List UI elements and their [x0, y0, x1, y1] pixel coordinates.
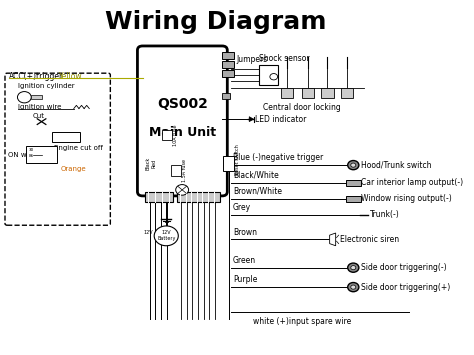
- Text: Cut: Cut: [33, 113, 45, 119]
- Text: Trunk(-): Trunk(-): [370, 210, 400, 219]
- Bar: [27, 146, 56, 163]
- Circle shape: [348, 283, 359, 292]
- Bar: [31, 95, 42, 99]
- Text: Grey: Grey: [233, 203, 251, 212]
- Circle shape: [176, 185, 189, 195]
- Bar: [222, 52, 234, 59]
- Text: ON wire: ON wire: [9, 152, 36, 158]
- Text: Shock sensor: Shock sensor: [259, 54, 310, 62]
- FancyBboxPatch shape: [137, 46, 228, 196]
- Text: Side door triggering(-): Side door triggering(-): [361, 263, 447, 272]
- Text: Yellow: Yellow: [59, 71, 82, 81]
- Bar: [52, 132, 80, 142]
- Circle shape: [351, 285, 356, 289]
- Circle shape: [18, 92, 31, 103]
- Text: Engine cut off: Engine cut off: [55, 144, 103, 151]
- Bar: [223, 155, 234, 171]
- Text: HV Coil: HV Coil: [54, 134, 79, 140]
- Text: QS002: QS002: [157, 97, 208, 111]
- Bar: [162, 130, 172, 140]
- Text: 30: 30: [28, 148, 34, 152]
- Text: Orange: Orange: [61, 166, 87, 172]
- Bar: [321, 88, 334, 98]
- Bar: [222, 70, 234, 77]
- Circle shape: [351, 163, 356, 167]
- Text: Green: Green: [233, 256, 256, 265]
- Text: Window rising output(-): Window rising output(-): [361, 194, 452, 203]
- Text: Ignition cylinder: Ignition cylinder: [18, 83, 74, 89]
- Text: Black: Black: [146, 157, 151, 170]
- Bar: [222, 61, 234, 68]
- Text: Red: Red: [151, 159, 156, 168]
- Text: Side door triggering(+): Side door triggering(+): [361, 283, 450, 291]
- Bar: [171, 165, 181, 176]
- Text: Jumpers: Jumpers: [236, 55, 267, 64]
- Bar: [222, 93, 230, 99]
- Text: Main Unit: Main Unit: [149, 126, 216, 139]
- Text: 12V: 12V: [144, 230, 154, 235]
- Polygon shape: [249, 117, 254, 122]
- Text: Brown: Brown: [233, 228, 257, 236]
- Bar: [302, 88, 314, 98]
- Text: Blue (-)negative trigger: Blue (-)negative trigger: [233, 153, 323, 162]
- Bar: [259, 65, 278, 85]
- Text: Wiring Diagram: Wiring Diagram: [105, 10, 327, 33]
- Text: Electronic siren: Electronic siren: [339, 235, 399, 244]
- Bar: [281, 88, 292, 98]
- FancyBboxPatch shape: [5, 73, 110, 225]
- Bar: [145, 192, 173, 202]
- Bar: [346, 196, 361, 202]
- Text: ACC(+)trigger: ACC(+)trigger: [9, 71, 64, 81]
- Text: Brown/White: Brown/White: [233, 187, 282, 196]
- Circle shape: [154, 226, 178, 246]
- Text: Reset switch: Reset switch: [236, 144, 240, 175]
- Text: Black/White: Black/White: [233, 171, 279, 180]
- Circle shape: [348, 263, 359, 272]
- Circle shape: [351, 266, 356, 270]
- Bar: [346, 180, 361, 186]
- Circle shape: [348, 160, 359, 170]
- Circle shape: [270, 73, 278, 80]
- Polygon shape: [329, 233, 336, 246]
- Text: Ignition wire: Ignition wire: [18, 104, 61, 110]
- Text: white (+)input spare wire: white (+)input spare wire: [253, 317, 351, 326]
- Text: 10A fuse: 10A fuse: [173, 124, 178, 146]
- Text: 86: 86: [28, 154, 34, 158]
- Text: Purple: Purple: [233, 275, 257, 284]
- Text: 1.5A fuse: 1.5A fuse: [182, 159, 187, 182]
- Bar: [177, 192, 220, 202]
- Text: 12V
Battery: 12V Battery: [157, 230, 175, 241]
- Text: LED indicator: LED indicator: [255, 115, 306, 124]
- Text: Central door locking: Central door locking: [263, 103, 340, 111]
- Bar: [341, 88, 353, 98]
- Text: Car interior lamp output(-): Car interior lamp output(-): [361, 178, 463, 187]
- Text: Hood/Trunk switch: Hood/Trunk switch: [361, 160, 431, 170]
